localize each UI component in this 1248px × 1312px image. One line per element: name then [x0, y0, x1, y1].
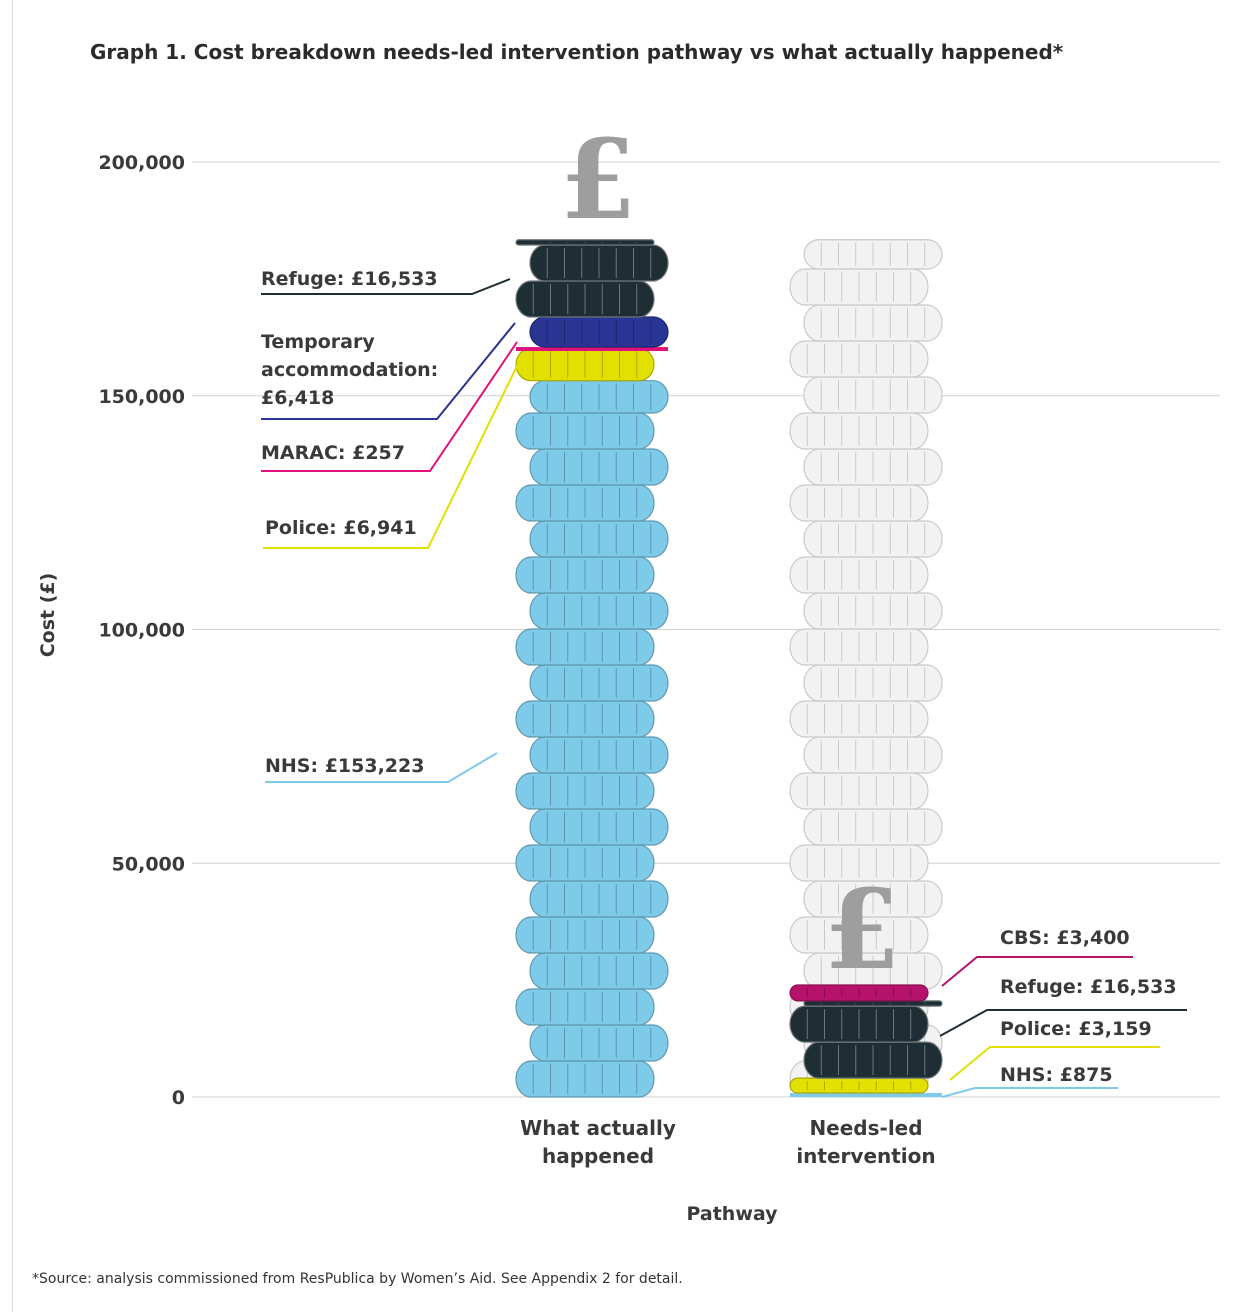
y-axis-title: Cost (£) [37, 573, 59, 658]
category-label: intervention [796, 1144, 935, 1168]
coin [789, 1077, 929, 1094]
category-label: happened [542, 1144, 654, 1168]
y-tick-label: 150,000 [98, 386, 185, 408]
coin [789, 340, 929, 378]
coin [789, 844, 929, 882]
coin [529, 664, 669, 702]
coin [789, 772, 929, 810]
annotation-leader [949, 1046, 1160, 1081]
coin [803, 448, 943, 486]
y-tick-label: 0 [172, 1087, 185, 1109]
annotation-leader [939, 1009, 1187, 1037]
bar-segment [515, 347, 655, 382]
bar-segment [516, 347, 668, 352]
coin [529, 448, 669, 486]
category-label: What actually [520, 1116, 676, 1140]
annotation-label: accommodation: [261, 359, 438, 381]
chart-title: Graph 1. Cost breakdown needs-led interv… [90, 40, 1064, 64]
annotation-label: Police: £6,941 [265, 517, 417, 539]
coin [789, 556, 929, 594]
coin [529, 808, 669, 846]
bar-stack-1 [515, 239, 669, 1098]
annotation-leader [261, 322, 516, 420]
coin [789, 628, 929, 666]
y-tick-label: 50,000 [112, 853, 185, 875]
coin [803, 664, 943, 702]
category-label: Needs-led [809, 1116, 922, 1140]
coin [803, 1000, 943, 1007]
coin [803, 808, 943, 846]
y-tick-label: 100,000 [98, 620, 185, 642]
bar-segment [515, 239, 669, 318]
coin [529, 952, 669, 990]
annotation-label: NHS: £875 [1000, 1064, 1113, 1086]
coin [515, 239, 655, 246]
coin [789, 984, 929, 1002]
coin [529, 316, 669, 348]
coin [515, 484, 655, 522]
annotation-leader [265, 752, 498, 783]
coin [789, 1005, 929, 1043]
coin [529, 244, 669, 282]
annotation-leader [261, 341, 518, 472]
source-footnote: *Source: analysis commissioned from ResP… [32, 1271, 683, 1287]
chart-frame [12, 0, 1243, 1312]
coin [803, 520, 943, 558]
annotation-label: £6,418 [261, 387, 334, 409]
coin [515, 772, 655, 810]
coin [515, 347, 655, 382]
coin [529, 1024, 669, 1062]
annotation-leader [941, 1087, 1118, 1098]
x-axis-title: Pathway [686, 1203, 778, 1225]
annotation-leader [263, 365, 518, 549]
coin [529, 520, 669, 558]
coin [515, 412, 655, 450]
annotation-label: MARAC: £257 [261, 442, 405, 464]
bar-segment [515, 380, 669, 1098]
bar-segment [789, 1000, 943, 1079]
coin [789, 268, 929, 306]
coin [529, 880, 669, 918]
coin [515, 1060, 655, 1098]
coin [515, 844, 655, 882]
coin [803, 239, 943, 270]
thin-segment [790, 1092, 942, 1097]
coin [515, 916, 655, 954]
coin [515, 988, 655, 1026]
coin [529, 592, 669, 630]
bar-segment [790, 1092, 942, 1097]
coin [803, 376, 943, 414]
coin [515, 280, 655, 318]
coin [803, 304, 943, 342]
bar-segment [789, 984, 929, 1002]
annotation-leader [941, 956, 1133, 987]
annotation-leader [261, 278, 511, 295]
coin [789, 412, 929, 450]
coin [515, 628, 655, 666]
annotation-label: Police: £3,159 [1000, 1018, 1152, 1040]
coin [515, 700, 655, 738]
annotation-label: Temporary [261, 331, 375, 353]
bar-segment [789, 1077, 929, 1094]
coin [789, 484, 929, 522]
pound-symbol-icon: £ [560, 115, 637, 244]
coin [803, 736, 943, 774]
bar-stack-2 [789, 239, 943, 1098]
annotation-label: Refuge: £16,533 [1000, 976, 1177, 998]
pound-symbol-icon: £ [824, 865, 901, 994]
coin [803, 1041, 943, 1079]
bar-segment [529, 316, 669, 348]
annotation-label: Refuge: £16,533 [261, 268, 438, 290]
coin [803, 880, 943, 918]
coin [529, 380, 669, 414]
coin [803, 592, 943, 630]
coin [529, 736, 669, 774]
thin-segment [516, 347, 668, 352]
coin [789, 700, 929, 738]
y-tick-label: 200,000 [98, 152, 185, 174]
annotation-label: CBS: £3,400 [1000, 927, 1130, 949]
coin [515, 556, 655, 594]
annotation-label: NHS: £153,223 [265, 755, 424, 777]
